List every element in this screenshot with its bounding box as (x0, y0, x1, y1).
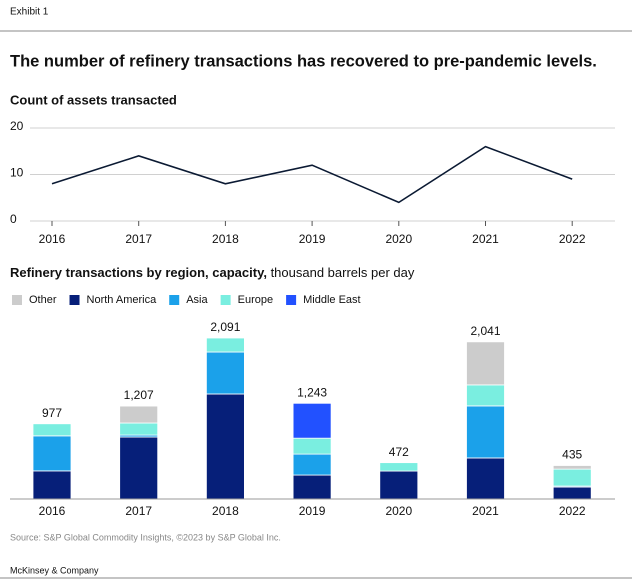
bar-segment (292, 437, 332, 455)
x-tick-label: 2022 (559, 504, 586, 518)
x-tick-label: 2017 (125, 504, 152, 518)
legend-swatch (286, 295, 297, 305)
x-tick-label: 2020 (385, 232, 412, 246)
x-tick-label: 2021 (472, 504, 499, 518)
line-chart-title: Count of assets transacted (10, 92, 177, 107)
exhibit-label: Exhibit 1 (10, 7, 49, 18)
bar-segment (292, 474, 332, 500)
legend-swatch (169, 295, 180, 305)
total-label: 1,243 (297, 385, 327, 399)
x-tick-label: 2016 (39, 232, 66, 246)
total-label: 472 (389, 445, 409, 459)
x-tick-label: 2018 (212, 504, 239, 518)
x-tick-label: 2022 (559, 232, 586, 246)
legend-label: Asia (186, 294, 208, 306)
line-series (51, 145, 573, 204)
bar-segment (552, 486, 592, 500)
main-title: The number of refinery transactions has … (10, 52, 597, 70)
bar-segment (32, 470, 72, 500)
x-tick-label: 2019 (299, 504, 326, 518)
bar-chart-title: Refinery transactions by region, capacit… (10, 265, 415, 280)
bar-segment (466, 457, 505, 500)
bar-segment (119, 405, 159, 424)
bar-segment (32, 423, 72, 437)
bar-segment (466, 384, 505, 407)
bar-title: Refinery transactions by region, capacit… (10, 265, 267, 280)
y-tick-label: 10 (10, 166, 24, 180)
brand: McKinsey & Company (10, 565, 99, 575)
legend-swatch (69, 295, 80, 305)
bar-segment (119, 436, 159, 500)
bar-units: thousand barrels per day (267, 265, 415, 280)
bar-segment (205, 337, 245, 353)
legend-label: North America (87, 294, 158, 306)
y-tick-label: 20 (10, 119, 24, 133)
bar-segment (32, 435, 72, 472)
x-tick-label: 2016 (39, 504, 66, 518)
bar-segment (205, 393, 245, 500)
legend-swatch (12, 295, 22, 305)
bar-segment (292, 402, 332, 439)
x-tick-label: 2017 (125, 232, 152, 246)
bar-segment (119, 422, 159, 436)
x-tick-label: 2020 (385, 504, 412, 518)
bar-segment (466, 341, 505, 386)
legend-swatch (220, 295, 231, 305)
total-label: 2,041 (470, 324, 500, 338)
bar-segment (379, 470, 419, 500)
total-label: 2,091 (210, 320, 240, 334)
total-label: 1,207 (124, 388, 154, 402)
y-tick-label: 0 (10, 212, 17, 226)
legend-label: Other (29, 294, 57, 306)
legend-label: Europe (238, 294, 273, 306)
bar-segment (379, 462, 419, 472)
x-tick-label: 2019 (299, 232, 326, 246)
bar-segment (552, 468, 592, 487)
bar-segment (292, 453, 332, 476)
bar-segment (552, 465, 592, 470)
total-label: 435 (562, 448, 582, 462)
total-label: 977 (42, 406, 62, 420)
source: Source: S&P Global Commodity Insights, ©… (10, 532, 281, 542)
x-tick-label: 2018 (212, 232, 239, 246)
bar-segment (205, 351, 245, 395)
bar-segment (466, 405, 505, 459)
x-tick-label: 2021 (472, 232, 499, 246)
legend-label: Middle East (303, 294, 360, 306)
